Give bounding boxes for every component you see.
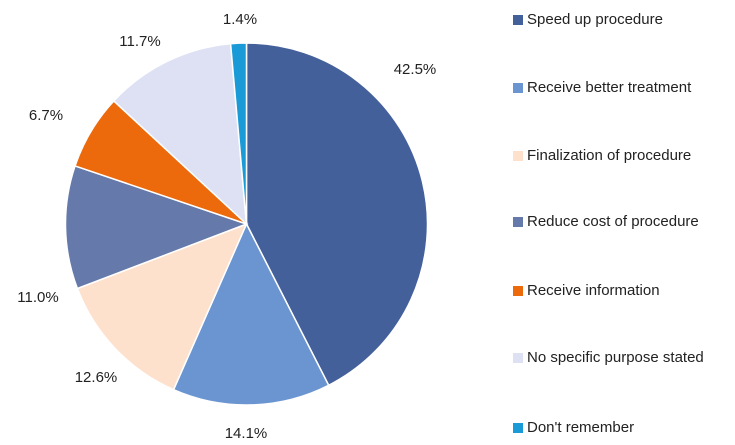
data-label: 11.7%	[119, 33, 160, 50]
pie-slice	[172, 222, 330, 406]
data-label: 1.4%	[223, 11, 257, 28]
data-label: 14.1%	[225, 425, 268, 442]
legend-swatch	[513, 15, 523, 25]
legend-label: Reduce cost of procedure	[527, 213, 699, 230]
pie-slice	[245, 42, 429, 387]
legend-swatch	[513, 151, 523, 161]
data-label: 6.7%	[29, 107, 63, 124]
pie-slice	[76, 222, 248, 391]
legend-label: Speed up procedure	[527, 11, 663, 28]
legend-label: Receive information	[527, 282, 660, 299]
legend-label: Receive better treatment	[527, 79, 692, 96]
legend-swatch	[513, 83, 523, 93]
data-label: 12.6%	[75, 369, 118, 386]
legend-swatch	[513, 286, 523, 296]
legend-label: Don't remember	[527, 419, 634, 436]
legend-swatch	[513, 217, 523, 227]
data-label: 11.0%	[17, 289, 58, 306]
legend-label: Finalization of procedure	[527, 147, 691, 164]
legend-swatch	[513, 423, 523, 433]
pie-slice	[64, 164, 249, 290]
legend-swatch	[513, 353, 523, 363]
data-label: 42.5%	[394, 61, 437, 78]
pie-slice	[229, 42, 248, 225]
pie-slice	[112, 42, 248, 226]
legend-label: No specific purpose stated	[527, 349, 704, 366]
